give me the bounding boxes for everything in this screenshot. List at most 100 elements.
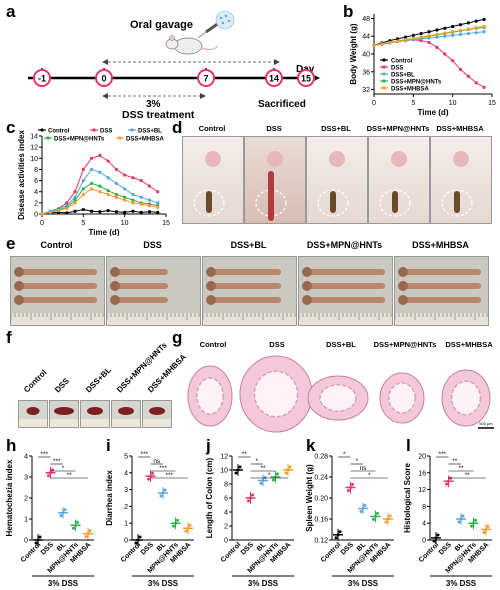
data-point [338,530,342,534]
data-point [443,31,447,35]
mouse-photo [244,136,306,224]
colon-tissue [17,297,97,303]
data-point [284,471,288,475]
y-tick-label: 4 [422,521,426,528]
data-point [73,201,77,205]
y-tick-label: 48 [362,16,370,23]
legend-label: DSS+MPN@HNTs [391,79,442,85]
significance-label: *** [165,472,173,479]
data-point [457,520,461,524]
data-point [427,34,431,38]
footer-label: 3% DSS [48,579,79,588]
ruler [112,419,140,427]
data-point [48,210,52,214]
data-point [139,178,143,183]
cecum [110,295,120,305]
data-point [374,514,377,518]
data-point [59,514,63,518]
data-point [163,488,167,492]
colon-tissue [17,283,97,289]
data-point [63,508,67,512]
colon-tissue [305,283,385,289]
data-point [445,482,448,486]
data-point [90,167,94,172]
data-point [61,511,65,515]
legend-marker [46,136,50,140]
colon-photo-label: DSS+BL [230,240,267,250]
spleen-photo-label: DSS [53,376,71,395]
day-label: 14 [269,74,279,84]
x-tick-label: DSS [240,541,255,556]
x-tick-label: Control [418,541,441,564]
data-point [361,507,365,510]
data-point [447,479,450,483]
x-tick-label: 15 [488,100,496,107]
legend-marker [382,58,386,62]
colon-photo-label: DSS+MPN@HNTs [306,240,383,250]
mouse-photo [182,136,244,224]
data-point [47,474,50,478]
stool-sample [268,171,274,221]
highlight-circle [441,189,473,217]
y-tick-label: 1 [124,521,128,528]
y-tick-label: 2 [24,496,28,503]
data-point [466,74,470,78]
legend-marker [40,128,44,132]
photo-overlay [379,151,411,217]
data-point [86,532,90,536]
y-tick-label: 4 [24,454,28,461]
data-point [380,42,384,46]
data-point [411,33,415,37]
significance-label: * [368,472,371,479]
data-point [131,209,135,213]
y-tick-label: 16 [418,470,426,477]
data-point [427,30,431,34]
stool-sample [330,191,336,213]
photo-overlay [298,267,392,325]
data-point [65,206,69,211]
y-axis-label: Spleen Weight (g) [305,464,314,532]
photo-overlay [10,267,104,325]
data-point [174,521,177,525]
ruler [299,313,392,325]
histology-label: DSS+MHBSA [445,340,493,349]
significance-label: ns [360,465,368,472]
data-point [65,201,69,205]
spleen-tissue [87,407,103,415]
x-tick-label: DSS [438,541,453,556]
ruler [50,419,78,427]
photo-overlay [143,407,171,427]
data-point [403,38,408,42]
y-tick-label: 12 [220,454,228,461]
stool-sample [454,191,460,213]
mouse-photo-label: Control [198,124,226,133]
cecum [206,295,216,305]
y-tick-label: 3 [24,475,28,482]
cecum [302,281,312,291]
mouse-photo [430,136,492,224]
data-point [147,184,152,188]
data-point [36,538,40,542]
cecum [110,281,120,291]
data-point [435,32,439,37]
data-point [349,486,352,489]
data-point [403,35,408,39]
mouse-photo [306,136,368,224]
data-point [458,67,463,72]
colon-tissue [113,283,168,289]
photo-overlay [317,151,349,217]
data-point [347,488,350,492]
data-point [466,31,470,36]
data-point [419,31,423,36]
colon-tissue [209,297,281,303]
data-point [272,478,275,482]
data-point [114,195,118,199]
data-point [259,481,263,485]
legend-label: DSS+BL [138,128,162,134]
data-point [73,195,77,199]
ruler [19,419,47,427]
data-point [474,81,478,85]
ruler [143,419,171,427]
cecum [110,267,120,277]
